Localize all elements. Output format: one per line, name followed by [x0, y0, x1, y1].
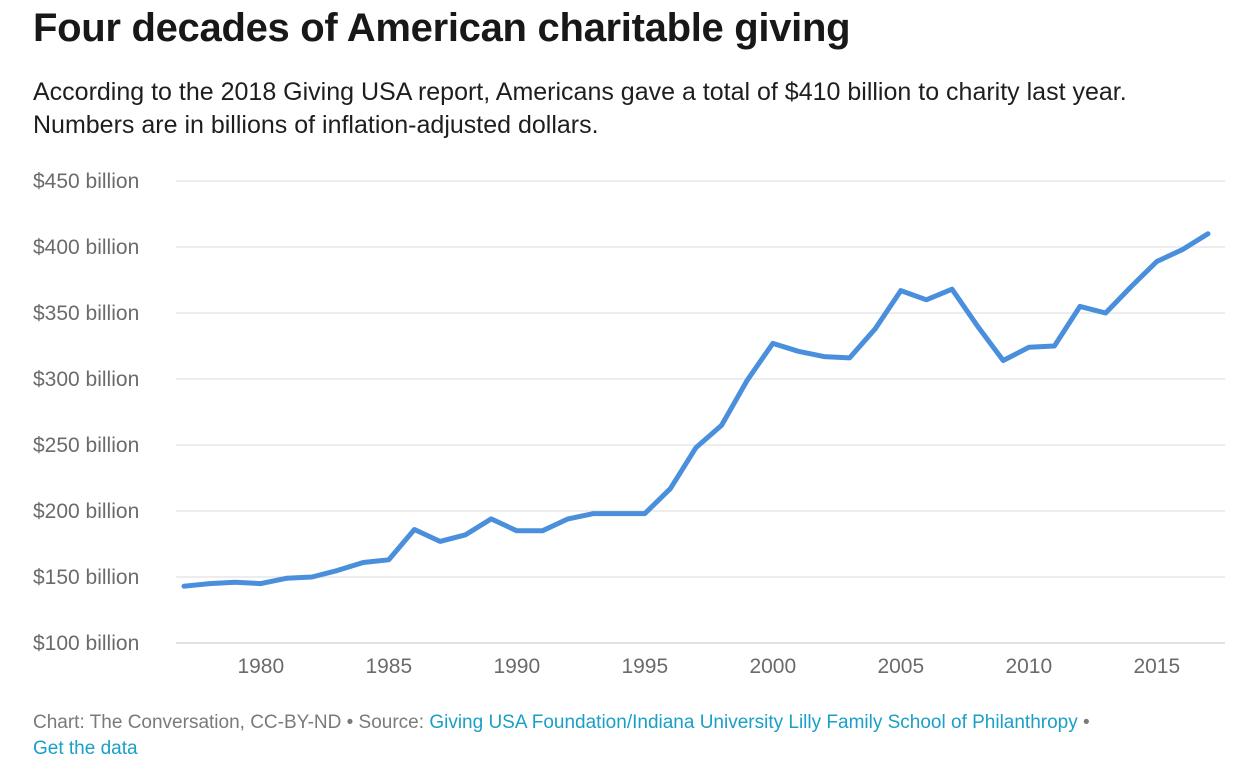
y-tick-label: $100 billion	[33, 632, 139, 655]
data-point	[566, 516, 571, 521]
data-point	[873, 326, 878, 331]
data-point	[668, 486, 673, 491]
data-point	[284, 576, 289, 581]
data-point	[642, 511, 647, 516]
data-point	[1154, 259, 1159, 264]
data-point	[719, 423, 724, 428]
data-point	[438, 539, 443, 544]
y-tick-label: $400 billion	[33, 236, 139, 259]
data-point	[361, 560, 366, 565]
x-axis: 1980 1985 1990 1995 2000 2005 2010 2015	[237, 655, 1180, 678]
data-point	[335, 568, 340, 573]
series-line	[181, 231, 1211, 589]
chart-subtitle: According to the 2018 Giving USA report,…	[33, 78, 1127, 139]
data-point	[898, 288, 903, 293]
data-point	[1129, 284, 1134, 289]
footer-separator: •	[1077, 712, 1090, 733]
x-tick-label: 2010	[1005, 655, 1052, 678]
data-point	[233, 580, 238, 585]
x-tick-label: 1990	[493, 655, 540, 678]
data-point	[591, 511, 596, 516]
data-point	[489, 516, 494, 521]
x-tick-label: 2015	[1133, 655, 1180, 678]
y-tick-label: $250 billion	[33, 434, 139, 457]
data-point	[796, 349, 801, 354]
data-point	[950, 287, 955, 292]
y-tick-label: $200 billion	[33, 500, 139, 523]
x-tick-label: 1995	[621, 655, 668, 678]
data-point	[1180, 247, 1185, 252]
get-data-link[interactable]: Get the data	[33, 738, 138, 759]
y-tick-label: $450 billion	[33, 170, 139, 193]
line-chart: $100 billion $150 billion $200 billion $250…	[33, 170, 1225, 678]
data-point	[386, 557, 391, 562]
y-tick-label: $300 billion	[33, 368, 139, 391]
data-point	[1078, 304, 1083, 309]
data-point	[1052, 344, 1057, 349]
series-group	[181, 231, 1211, 589]
data-point	[258, 581, 263, 586]
credit-text: Chart: The Conversation, CC-BY-ND • Sour…	[33, 712, 430, 733]
data-point	[847, 355, 852, 360]
data-point	[182, 584, 187, 589]
y-axis: $100 billion $150 billion $200 billion $250…	[33, 170, 139, 655]
data-point	[1001, 358, 1006, 363]
data-point	[1103, 311, 1108, 316]
data-point	[207, 581, 212, 586]
source-link[interactable]: Giving USA Foundation/Indiana University…	[429, 712, 1078, 733]
chart-footer: Chart: The Conversation, CC-BY-ND • Sour…	[33, 710, 1233, 762]
data-point	[770, 341, 775, 346]
data-point	[310, 575, 315, 580]
data-point	[924, 297, 929, 302]
data-point	[617, 511, 622, 516]
data-point	[540, 528, 545, 533]
data-point	[463, 532, 468, 537]
data-point	[1026, 345, 1031, 350]
y-tick-label: $150 billion	[33, 566, 139, 589]
data-point	[1206, 231, 1211, 236]
data-point	[694, 445, 699, 450]
data-point	[745, 378, 750, 383]
x-tick-label: 2005	[877, 655, 924, 678]
data-point	[975, 324, 980, 329]
x-tick-label: 1985	[365, 655, 412, 678]
data-point	[412, 527, 417, 532]
x-tick-label: 2000	[749, 655, 796, 678]
data-point	[822, 354, 827, 359]
data-point	[514, 528, 519, 533]
x-tick-label: 1980	[237, 655, 284, 678]
y-tick-label: $350 billion	[33, 302, 139, 325]
chart-title: Four decades of American charitable givi…	[33, 6, 851, 50]
